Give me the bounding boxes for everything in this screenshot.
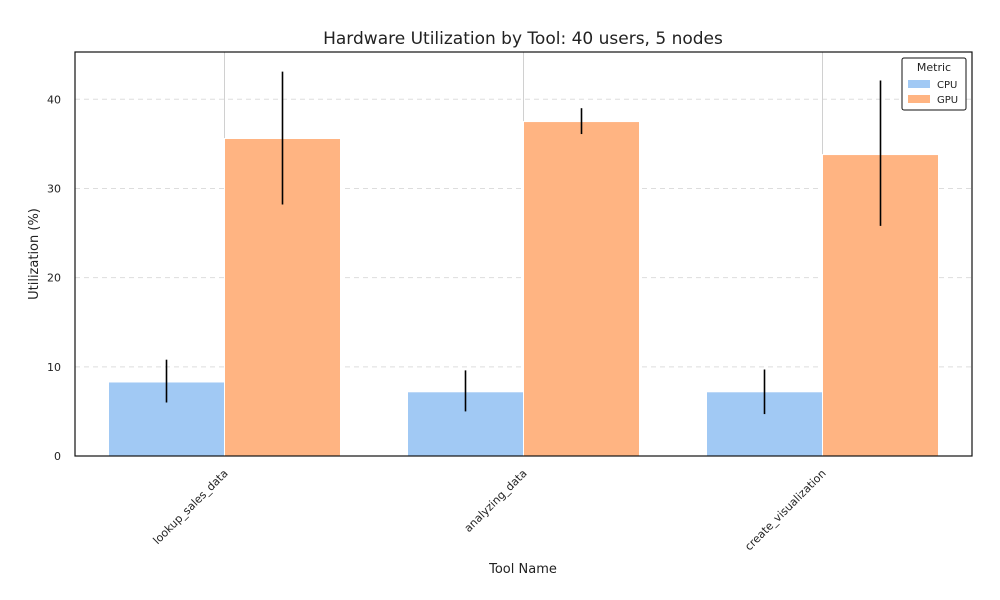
legend-label-cpu: CPU bbox=[937, 80, 957, 91]
x-axis-label: Tool Name bbox=[488, 562, 557, 577]
y-tick-label: 10 bbox=[47, 361, 61, 374]
plot-frame bbox=[74, 51, 973, 457]
y-axis-ticks: 0 10 20 30 40 bbox=[47, 93, 61, 463]
y-axis-label: Utilization (%) bbox=[27, 208, 42, 300]
legend-label-gpu: GPU bbox=[937, 95, 958, 106]
y-tick-label: 20 bbox=[47, 272, 61, 285]
legend-swatch-cpu bbox=[908, 80, 930, 88]
chart-title: Hardware Utilization by Tool: 40 users, … bbox=[323, 29, 723, 49]
legend-swatch-gpu bbox=[908, 95, 930, 103]
bar-gpu-analyzing_data bbox=[523, 121, 640, 457]
legend: Metric CPU GPU bbox=[901, 57, 967, 111]
y-tick-label: 40 bbox=[47, 93, 61, 106]
y-tick-label: 30 bbox=[47, 182, 61, 195]
y-tick-label: 0 bbox=[54, 450, 61, 463]
error-bars bbox=[165, 71, 882, 415]
legend-title: Metric bbox=[917, 61, 951, 74]
